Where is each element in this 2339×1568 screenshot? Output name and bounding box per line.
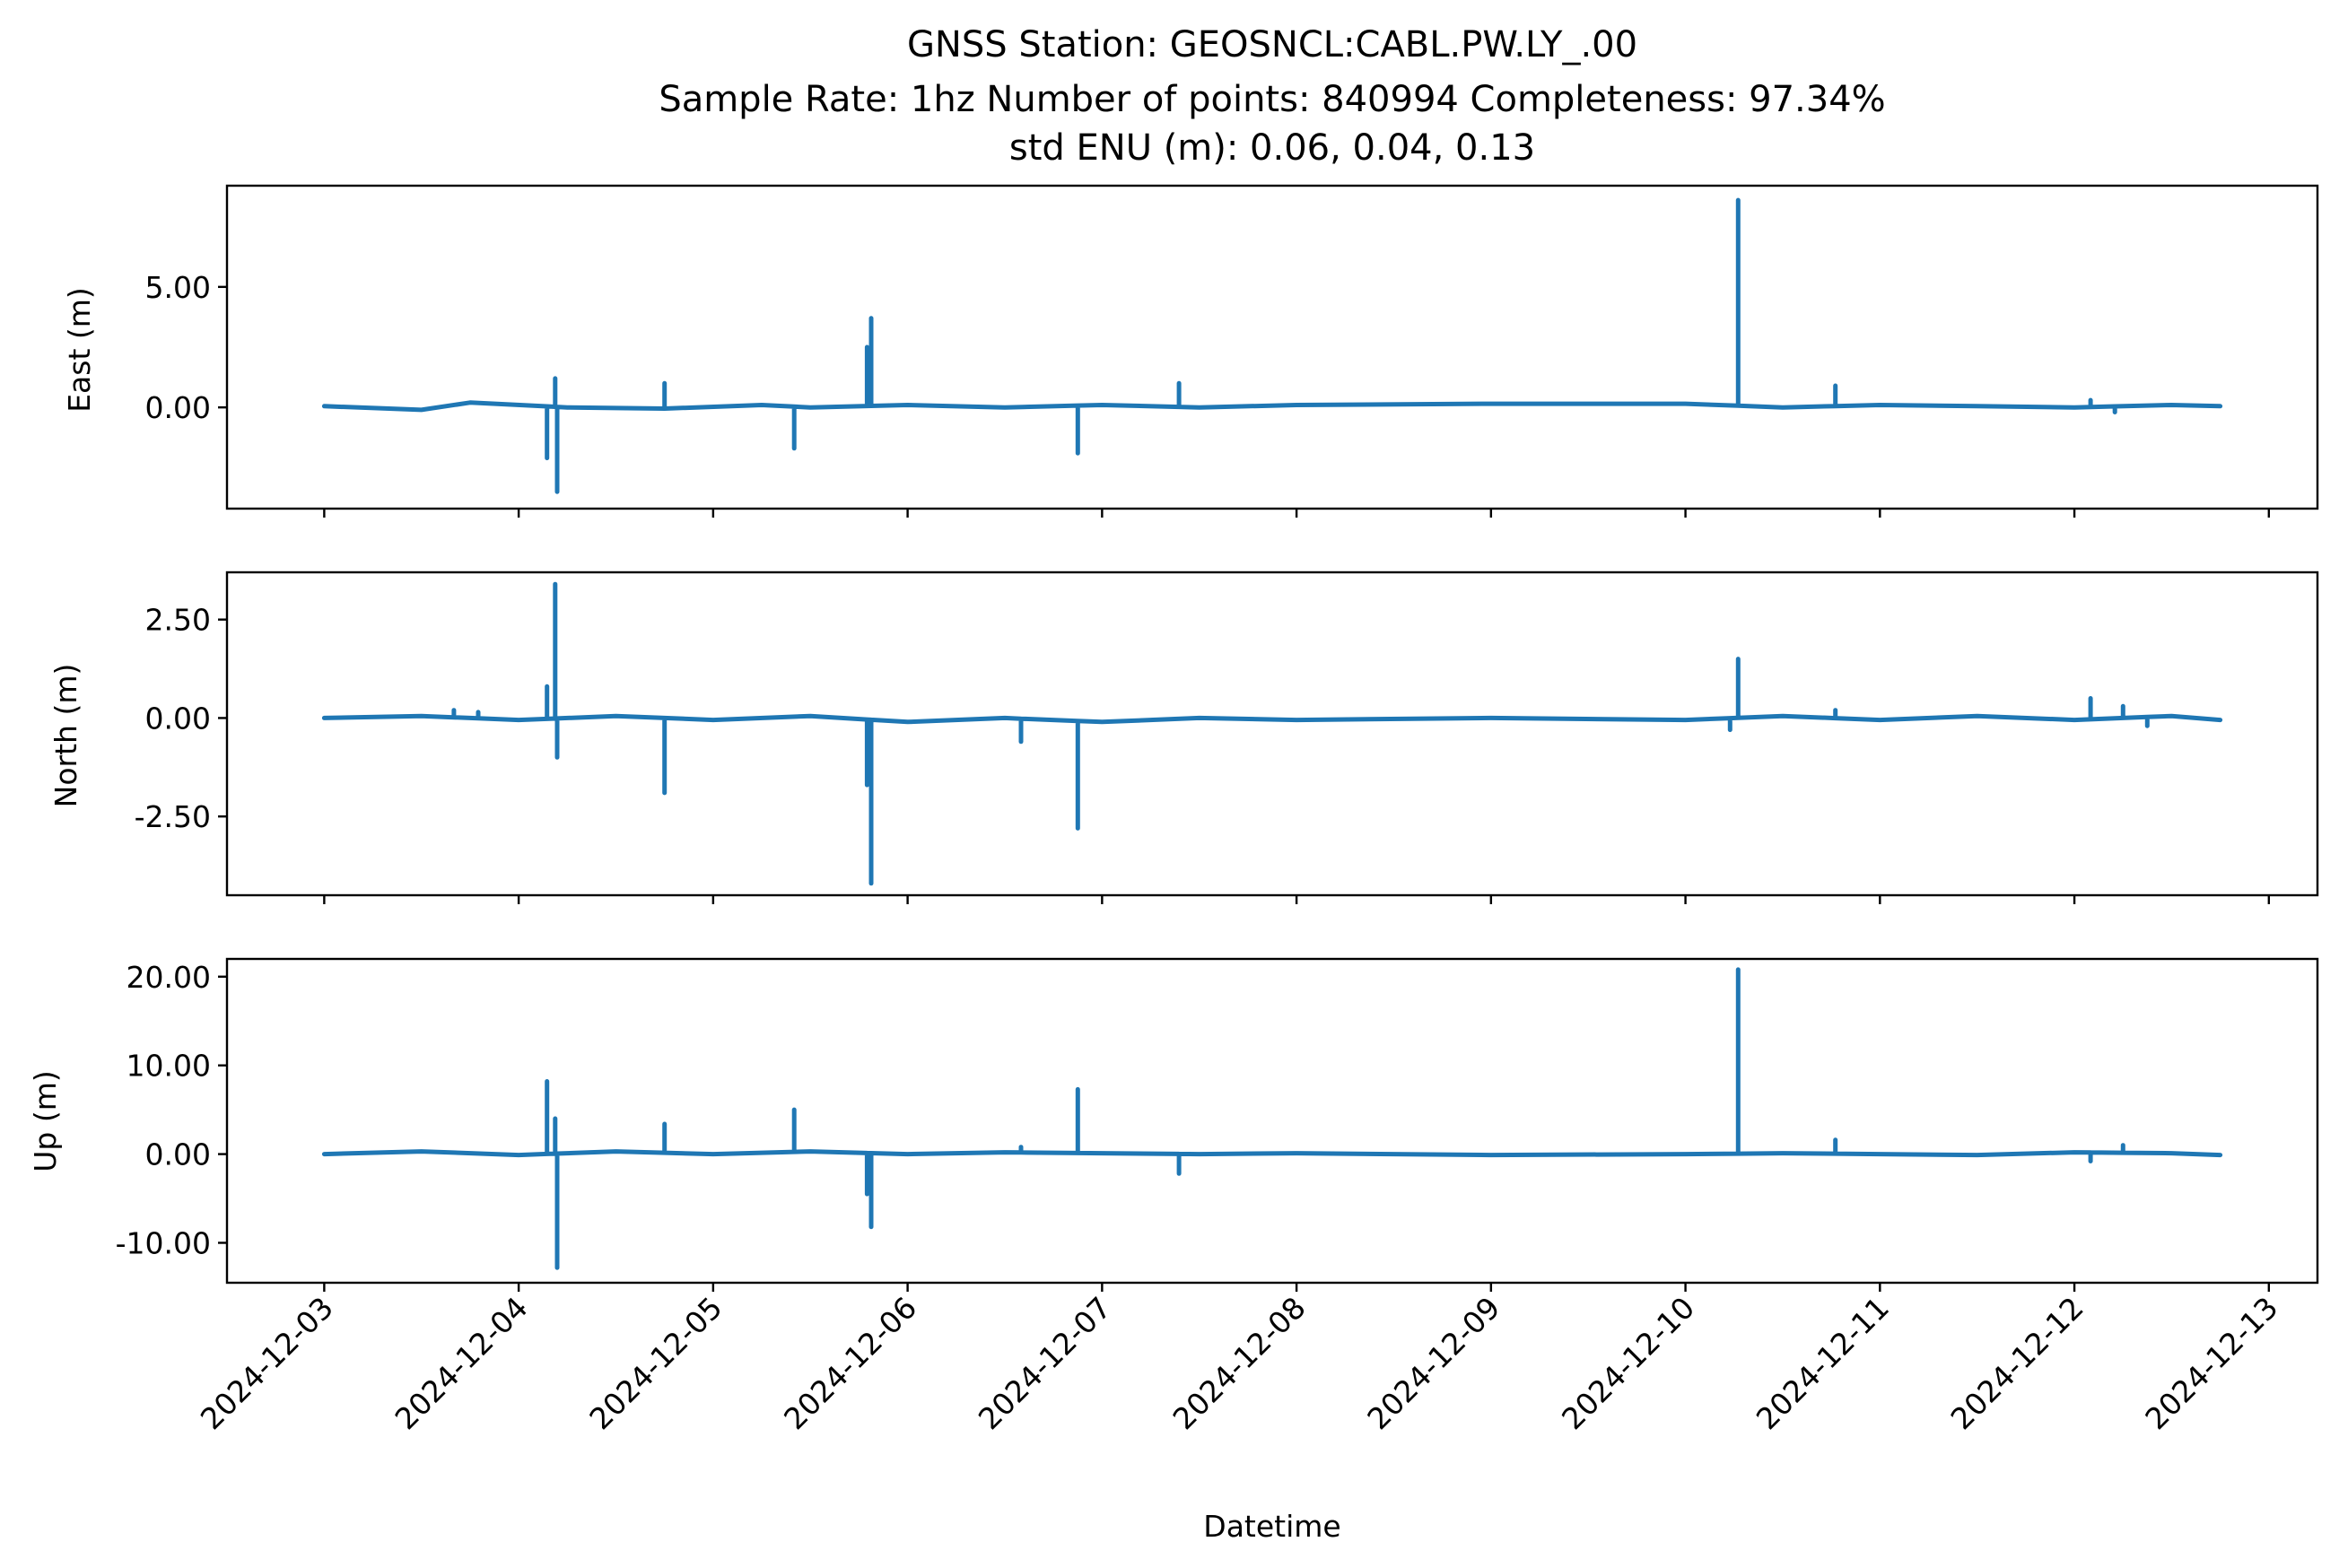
figure-title: GNSS Station: GEOSNCL:CABL.PW.LY_.00 Sam… — [659, 24, 1885, 169]
y-tick-label-2-2: 0.00 — [145, 1137, 211, 1172]
east-panel: East (m) 0.00 5.00 — [62, 184, 2319, 518]
x-tick-label-1: 2024-12-04 — [388, 1290, 535, 1436]
x-tick-label-4: 2024-12-07 — [972, 1290, 1118, 1436]
x-tick-label-6: 2024-12-09 — [1360, 1290, 1506, 1436]
x-tick-label-5: 2024-12-08 — [1166, 1290, 1313, 1436]
series-line-1 — [321, 581, 2223, 886]
up-ylabel: Up (m) — [28, 1070, 63, 1172]
x-tick-label-0: 2024-12-03 — [194, 1290, 340, 1436]
y-tick-label-1-0: 2.50 — [145, 603, 211, 638]
x-tick-label-2: 2024-12-05 — [582, 1290, 729, 1436]
up-panel: Up (m) 20.00 10.00 0.00 -10.00 — [28, 957, 2319, 1292]
x-tick-label-10: 2024-12-13 — [2138, 1290, 2284, 1436]
series-line-0 — [321, 197, 2223, 494]
y-tick-label-2-1: 10.00 — [127, 1049, 211, 1084]
x-tick-label-7: 2024-12-10 — [1555, 1290, 1701, 1436]
x-tick-label-9: 2024-12-12 — [1944, 1290, 2090, 1436]
plot-frame-1 — [225, 571, 2319, 897]
north-ylabel: North (m) — [48, 664, 83, 808]
y-tick-label-2-0: 20.00 — [127, 960, 211, 995]
plot-frame-0 — [225, 184, 2319, 510]
y-tick-label-1-1: 0.00 — [145, 701, 211, 736]
x-axis: 2024-12-03 2024-12-04 2024-12-05 2024-12-06… — [194, 1290, 2285, 1436]
title-line-3: std ENU (m): 0.06, 0.04, 0.13 — [1009, 127, 1535, 169]
north-panel: North (m) 2.50 0.00 -2.50 — [48, 571, 2319, 904]
east-ylabel: East (m) — [62, 287, 97, 413]
plot-frame-2 — [225, 957, 2319, 1285]
y-tick-label-0-1: 5.00 — [145, 270, 211, 305]
y-tick-label-1-2: -2.50 — [135, 799, 211, 834]
title-line-1: GNSS Station: GEOSNCL:CABL.PW.LY_.00 — [907, 24, 1637, 65]
y-tick-label-0-0: 0.00 — [145, 390, 211, 425]
title-line-2: Sample Rate: 1hz Number of points: 84099… — [659, 79, 1885, 120]
series-line-2 — [321, 967, 2223, 1270]
x-tick-label-8: 2024-12-11 — [1750, 1290, 1896, 1436]
x-tick-label-3: 2024-12-06 — [777, 1290, 923, 1436]
y-tick-label-2-3: -10.00 — [116, 1225, 211, 1260]
x-axis-label: Datetime — [1203, 1509, 1340, 1544]
